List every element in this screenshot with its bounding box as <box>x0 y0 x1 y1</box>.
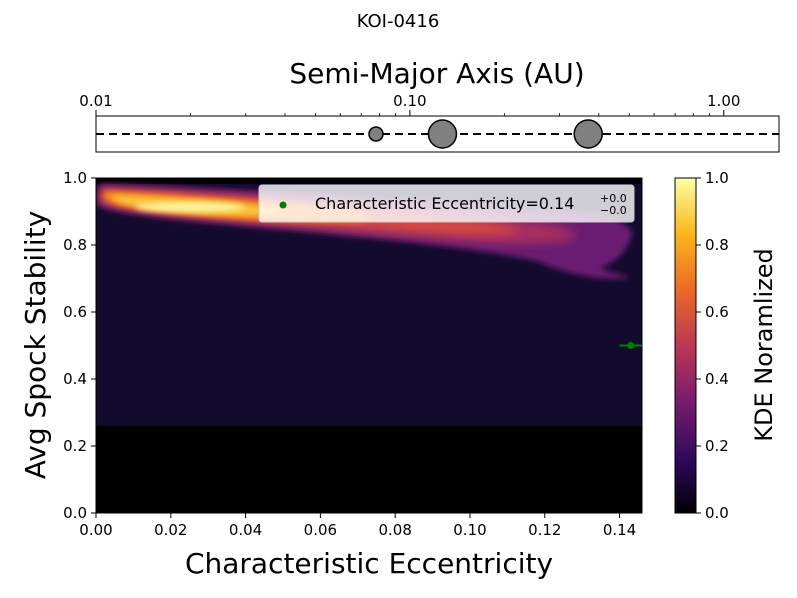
kde-x-tick-label: 0.02 <box>154 521 187 539</box>
kde-y-tick-label: 1.0 <box>63 169 87 187</box>
planet-marker <box>368 126 384 142</box>
figure-title: KOI-0416 <box>357 11 440 32</box>
colorbar-ticks: 0.0 0.2 0.4 0.6 0.8 1.0 <box>696 169 729 522</box>
semi-major-axis-panel: Semi-Major Axis (AU) 0.01 0.10 1.00 <box>79 57 780 153</box>
kde-x-tick-label: 0.14 <box>603 521 636 539</box>
kde-y-tick-label: 0.2 <box>63 437 87 455</box>
legend-label: Characteristic Eccentricity=0.14 <box>315 194 574 213</box>
kde-peak <box>135 202 245 212</box>
kde-x-ticks: 0.00 0.02 0.04 0.06 0.08 0.10 0.12 0.14 <box>79 513 636 539</box>
kde-x-tick-label: 0.00 <box>79 521 112 539</box>
top-tick-label: 0.10 <box>393 92 426 110</box>
legend-sup: +0.0 <box>600 192 627 205</box>
planet-marker <box>573 119 603 149</box>
top-axis-ticks: 0.01 0.10 1.00 <box>79 92 740 116</box>
kde-x-tick-label: 0.12 <box>528 521 561 539</box>
kde-x-tick-label: 0.10 <box>453 521 486 539</box>
colorbar-tick-label: 0.6 <box>705 303 729 321</box>
legend-text: Characteristic Eccentricity=0.14 <box>315 194 574 213</box>
colorbar-tick-label: 0.4 <box>705 370 729 388</box>
legend-sub: −0.0 <box>600 204 627 217</box>
top-tick-label: 0.01 <box>79 92 112 110</box>
heatmap-top-edge <box>96 178 642 184</box>
kde-y-label: Avg Spock Stability <box>19 211 52 480</box>
kde-x-tick-label: 0.04 <box>229 521 262 539</box>
eccentricity-point <box>619 342 642 349</box>
planets-layer <box>368 119 603 149</box>
colorbar-tick-label: 0.0 <box>705 504 729 522</box>
kde-x-tick-label: 0.08 <box>378 521 411 539</box>
point-marker <box>627 342 635 349</box>
colorbar-tick-label: 0.8 <box>705 236 729 254</box>
heatmap-empty-region <box>96 425 642 513</box>
top-axis-label: Semi-Major Axis (AU) <box>289 57 584 90</box>
kde-x-tick-label: 0.06 <box>304 521 337 539</box>
top-tick-label: 1.00 <box>707 92 740 110</box>
planet-marker <box>427 119 458 149</box>
colorbar-tick-label: 0.2 <box>705 437 729 455</box>
kde-y-tick-label: 0.0 <box>63 504 87 522</box>
kde-heatmap <box>96 178 642 513</box>
kde-y-tick-label: 0.6 <box>63 303 87 321</box>
legend-box <box>258 184 635 223</box>
colorbar: 0.0 0.2 0.4 0.6 0.8 1.0 KDE Noramlized <box>674 169 778 522</box>
kde-y-tick-label: 0.4 <box>63 370 87 388</box>
legend: Characteristic Eccentricity=0.14 +0.0 −0… <box>258 184 635 223</box>
colorbar-tick-label: 1.0 <box>705 169 729 187</box>
kde-panel: 0.00 0.02 0.04 0.06 0.08 0.10 0.12 0.14 0.00.20… <box>19 169 643 580</box>
colorbar-gradient <box>674 177 697 514</box>
kde-y-tick-label: 0.8 <box>63 236 87 254</box>
kde-x-label: Characteristic Eccentricity <box>185 547 553 580</box>
kde-y-ticks: 0.0 0.2 0.4 0.6 0.8 1.0 <box>63 169 96 522</box>
colorbar-label: KDE Noramlized <box>750 248 778 442</box>
legend-marker <box>279 201 287 209</box>
